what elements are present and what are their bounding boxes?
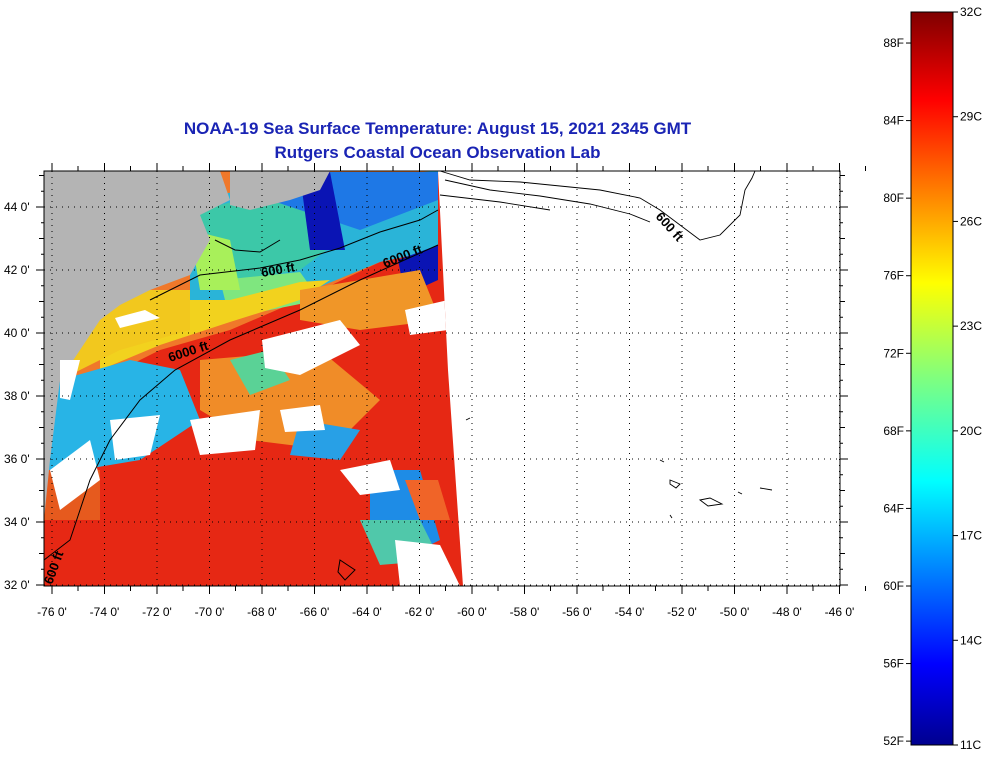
lon-label: -46 0' xyxy=(825,605,855,619)
lon-label: -64 0' xyxy=(352,605,382,619)
lon-label: -74 0' xyxy=(90,605,120,619)
fahrenheit-label: 88F xyxy=(883,36,904,50)
map-title: NOAA-19 Sea Surface Temperature: August … xyxy=(183,119,692,138)
fahrenheit-label: 52F xyxy=(883,734,904,748)
fahrenheit-label: 76F xyxy=(883,269,904,283)
lat-label: 36 0' xyxy=(4,452,30,466)
fahrenheit-label: 72F xyxy=(883,346,904,360)
colorbar-ticks xyxy=(906,11,958,746)
celsius-label: 17C xyxy=(960,529,982,543)
fahrenheit-label: 60F xyxy=(883,579,904,593)
lon-label: -72 0' xyxy=(142,605,172,619)
depth-contours xyxy=(43,209,439,581)
celsius-label: 26C xyxy=(960,214,982,228)
lat-label: 40 0' xyxy=(4,326,30,340)
celsius-label: 32C xyxy=(960,5,982,19)
colorbar-celsius-labels: 32C 29C 26C 23C 20C 17C 14C 11C xyxy=(960,5,982,752)
celsius-label: 14C xyxy=(960,633,982,647)
latitude-labels: 44 0' 42 0' 40 0' 38 0' 36 0' 34 0' 32 0' xyxy=(4,200,30,592)
map-subtitle: Rutgers Coastal Ocean Observation Lab xyxy=(274,143,601,162)
celsius-label: 11C xyxy=(960,738,981,752)
lat-label: 44 0' xyxy=(4,200,30,214)
lon-label: -50 0' xyxy=(720,605,750,619)
lon-label: -66 0' xyxy=(300,605,330,619)
map-frame xyxy=(43,170,841,587)
longitude-labels: -76 0' -74 0' -72 0' -70 0' -68 0' -66 0' -64 … xyxy=(37,605,854,619)
celsius-label: 20C xyxy=(960,424,982,438)
lat-label: 34 0' xyxy=(4,515,30,529)
fahrenheit-label: 68F xyxy=(883,424,904,438)
lon-label: -76 0' xyxy=(37,605,67,619)
colorbar xyxy=(910,11,954,746)
lon-label: -52 0' xyxy=(667,605,697,619)
celsius-label: 29C xyxy=(960,110,982,124)
graticule xyxy=(44,171,840,586)
lon-label: -70 0' xyxy=(195,605,225,619)
colorbar-fahrenheit-labels: 88F 84F 80F 76F 72F 68F 64F 60F 56F 52F xyxy=(883,36,904,748)
lon-label: -56 0' xyxy=(562,605,592,619)
fahrenheit-label: 84F xyxy=(883,114,904,128)
fahrenheit-label: 64F xyxy=(883,501,904,515)
lat-label: 38 0' xyxy=(4,389,30,403)
fahrenheit-label: 80F xyxy=(883,191,904,205)
lon-label: -68 0' xyxy=(247,605,277,619)
lat-label: 42 0' xyxy=(4,263,30,277)
axis-ticks xyxy=(36,163,866,594)
coastline-east xyxy=(439,170,773,519)
fahrenheit-label: 56F xyxy=(883,657,904,671)
lon-label: -60 0' xyxy=(457,605,487,619)
land-mass xyxy=(44,171,230,520)
contour-label-600-north: 600 ft xyxy=(260,259,297,280)
sst-data-layer xyxy=(44,171,463,586)
lon-label: -62 0' xyxy=(405,605,435,619)
celsius-label: 23C xyxy=(960,319,982,333)
lon-label: -54 0' xyxy=(615,605,645,619)
lon-label: -58 0' xyxy=(510,605,540,619)
lon-label: -48 0' xyxy=(772,605,802,619)
lat-label: 32 0' xyxy=(4,578,30,592)
